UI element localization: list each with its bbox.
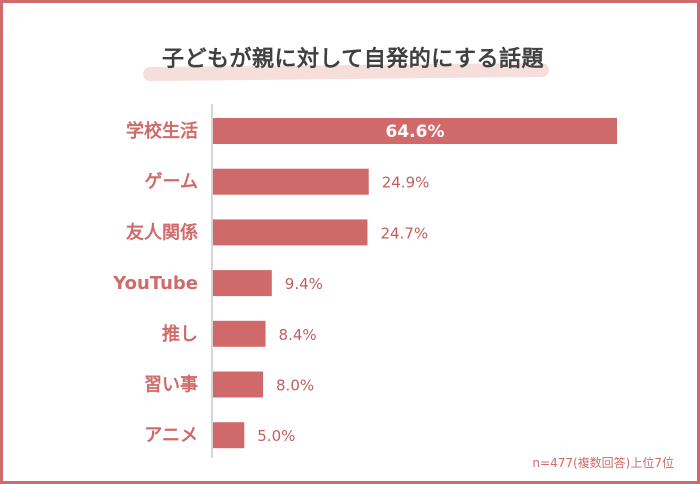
value-label-6: 5.0%	[257, 427, 295, 445]
category-label-5: 習い事	[144, 374, 198, 396]
sample-note: n=477(複数回答)上位7位	[532, 456, 674, 470]
bar-3	[213, 270, 272, 297]
category-label-1: ゲーム	[145, 171, 198, 193]
category-label-3: YouTube	[112, 273, 198, 294]
value-label-0: 64.6%	[386, 122, 445, 142]
value-label-4: 8.4%	[279, 326, 317, 344]
category-label-2: 友人関係	[126, 221, 198, 243]
bar-5	[213, 371, 264, 398]
chart-title: 子どもが親に対して自発的にする話題	[161, 47, 545, 72]
title-area: 子どもが親に対して自発的にする話題	[3, 37, 700, 87]
bar-1	[213, 168, 369, 195]
category-label-4: 推し	[162, 323, 198, 345]
value-label-5: 8.0%	[276, 377, 314, 395]
bar-6	[213, 422, 245, 449]
category-label-0: 学校生活	[126, 120, 198, 142]
bar-0	[213, 118, 617, 144]
category-label-6: アニメ	[144, 425, 198, 446]
bar-2	[213, 219, 368, 246]
bar-4	[213, 320, 266, 347]
value-label-1: 24.9%	[382, 174, 430, 192]
value-label-2: 24.7%	[380, 224, 428, 242]
value-label-3: 9.4%	[285, 275, 323, 293]
